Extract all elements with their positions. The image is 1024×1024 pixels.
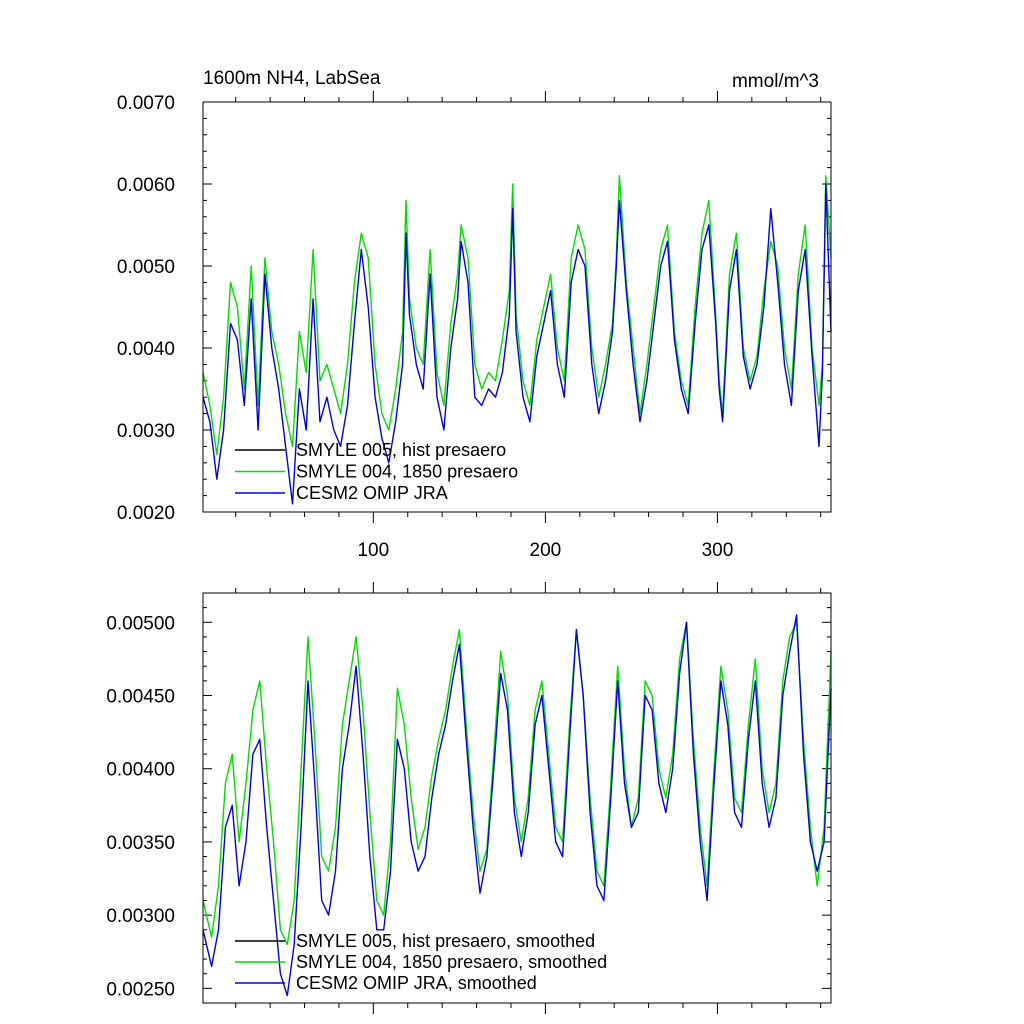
top-y-axis: 0.0020 0.0030 0.0040 0.0050 0.0060 0.0070 bbox=[117, 93, 831, 524]
y-tick-label: 0.0070 bbox=[117, 93, 175, 114]
legend-label: CESM2 OMIP JRA bbox=[296, 483, 448, 503]
series-line-1 bbox=[202, 621, 832, 946]
bottom-plot-frame bbox=[202, 592, 832, 1004]
legend-label: CESM2 OMIP JRA, smoothed bbox=[296, 973, 537, 993]
series-line-1 bbox=[202, 175, 832, 456]
y-tick-label: 0.0020 bbox=[117, 503, 175, 524]
series-line-2 bbox=[202, 614, 832, 997]
bottom-y-axis: 0.00250 0.00300 0.00350 0.00400 0.00450 0.005… bbox=[106, 592, 831, 1004]
bottom-panel: 0.00250 0.00300 0.00350 0.00400 0.00450 0.005… bbox=[106, 582, 832, 1014]
y-tick-label: 0.00350 bbox=[106, 833, 175, 854]
y-tick-label: 0.00300 bbox=[106, 906, 175, 927]
y-tick-label: 0.0050 bbox=[117, 257, 175, 278]
series-line-2 bbox=[202, 183, 832, 505]
top-plot-frame bbox=[202, 101, 832, 513]
bottom-legend: SMYLE 005, hist presaero, smoothedSMYLE … bbox=[235, 931, 607, 993]
legend-label: SMYLE 005, hist presaero, smoothed bbox=[296, 931, 595, 951]
bottom-x-axis bbox=[235, 582, 822, 1014]
legend-label: SMYLE 005, hist presaero bbox=[296, 440, 506, 460]
y-tick-label: 0.00250 bbox=[106, 979, 175, 1000]
top-panel-units: mmol/m^3 bbox=[732, 71, 819, 92]
x-tick-label: 100 bbox=[357, 540, 389, 561]
top-panel: 1600m NH4, LabSea mmol/m^3 0.00200.00300… bbox=[117, 68, 832, 561]
y-tick-label: 0.0030 bbox=[117, 421, 175, 442]
y-tick-label: 0.00450 bbox=[106, 687, 175, 708]
top-x-axis: 100 200 300 bbox=[235, 91, 822, 561]
top-plot-lines bbox=[202, 175, 832, 505]
y-tick-label: 0.00400 bbox=[106, 760, 175, 781]
x-tick-label: 300 bbox=[702, 540, 734, 561]
y-tick-label: 0.00500 bbox=[106, 613, 175, 634]
x-tick-label: 200 bbox=[530, 540, 562, 561]
legend-label: SMYLE 004, 1850 presaero, smoothed bbox=[296, 952, 607, 972]
legend-label: SMYLE 004, 1850 presaero bbox=[296, 462, 518, 482]
top-panel-title: 1600m NH4, LabSea bbox=[203, 68, 381, 89]
y-tick-label: 0.0060 bbox=[117, 175, 175, 196]
y-tick-label: 0.0040 bbox=[117, 339, 175, 360]
bottom-plot-lines bbox=[202, 614, 832, 997]
